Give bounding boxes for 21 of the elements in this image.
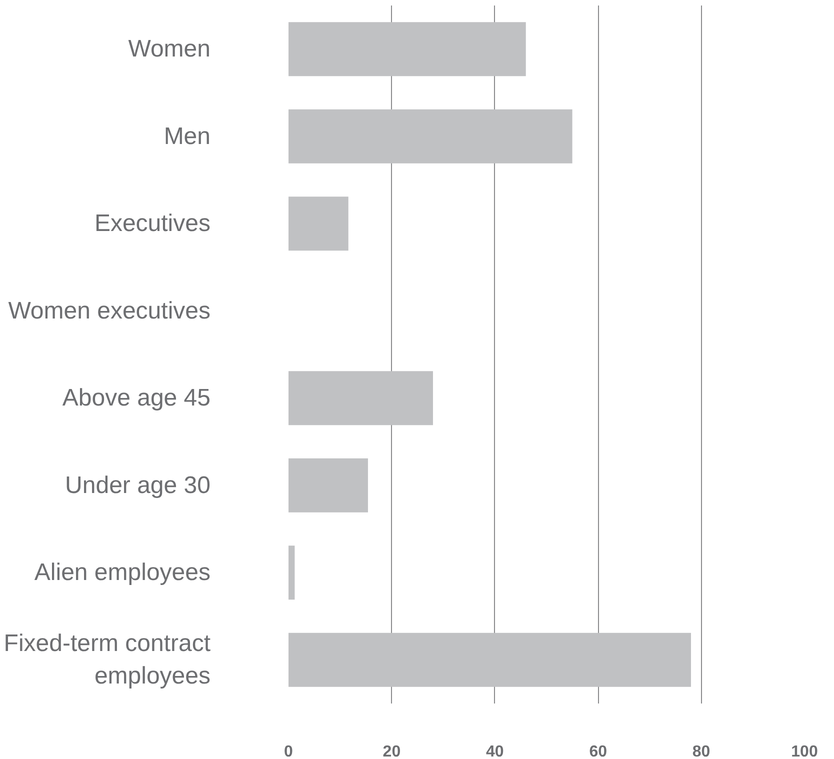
- bar: [288, 22, 526, 76]
- bar: [288, 458, 368, 512]
- bar: [288, 632, 691, 687]
- x-tick-label: 100: [791, 744, 818, 759]
- bar: [288, 371, 433, 426]
- x-tick-label: 0: [284, 744, 294, 759]
- y-tick-label: Alien employees: [34, 559, 211, 586]
- y-tick-label: Men: [164, 122, 210, 150]
- y-tick-label: Women executives: [8, 297, 210, 324]
- bar: [288, 196, 348, 251]
- bar: [288, 109, 572, 164]
- x-tick-label: 80: [692, 744, 710, 759]
- y-tick-label: Under age 30: [65, 472, 211, 499]
- x-tick-label: 60: [589, 744, 608, 759]
- y-tick-label: Women: [128, 36, 211, 63]
- y-tick-label: Fixed-term contract employees: [4, 630, 211, 690]
- y-tick-label: Executives: [94, 210, 211, 238]
- bar: [288, 546, 295, 600]
- y-tick-label: Above age 45: [62, 384, 210, 412]
- x-tick-label: 40: [486, 744, 504, 759]
- x-tick-label: 20: [382, 744, 401, 759]
